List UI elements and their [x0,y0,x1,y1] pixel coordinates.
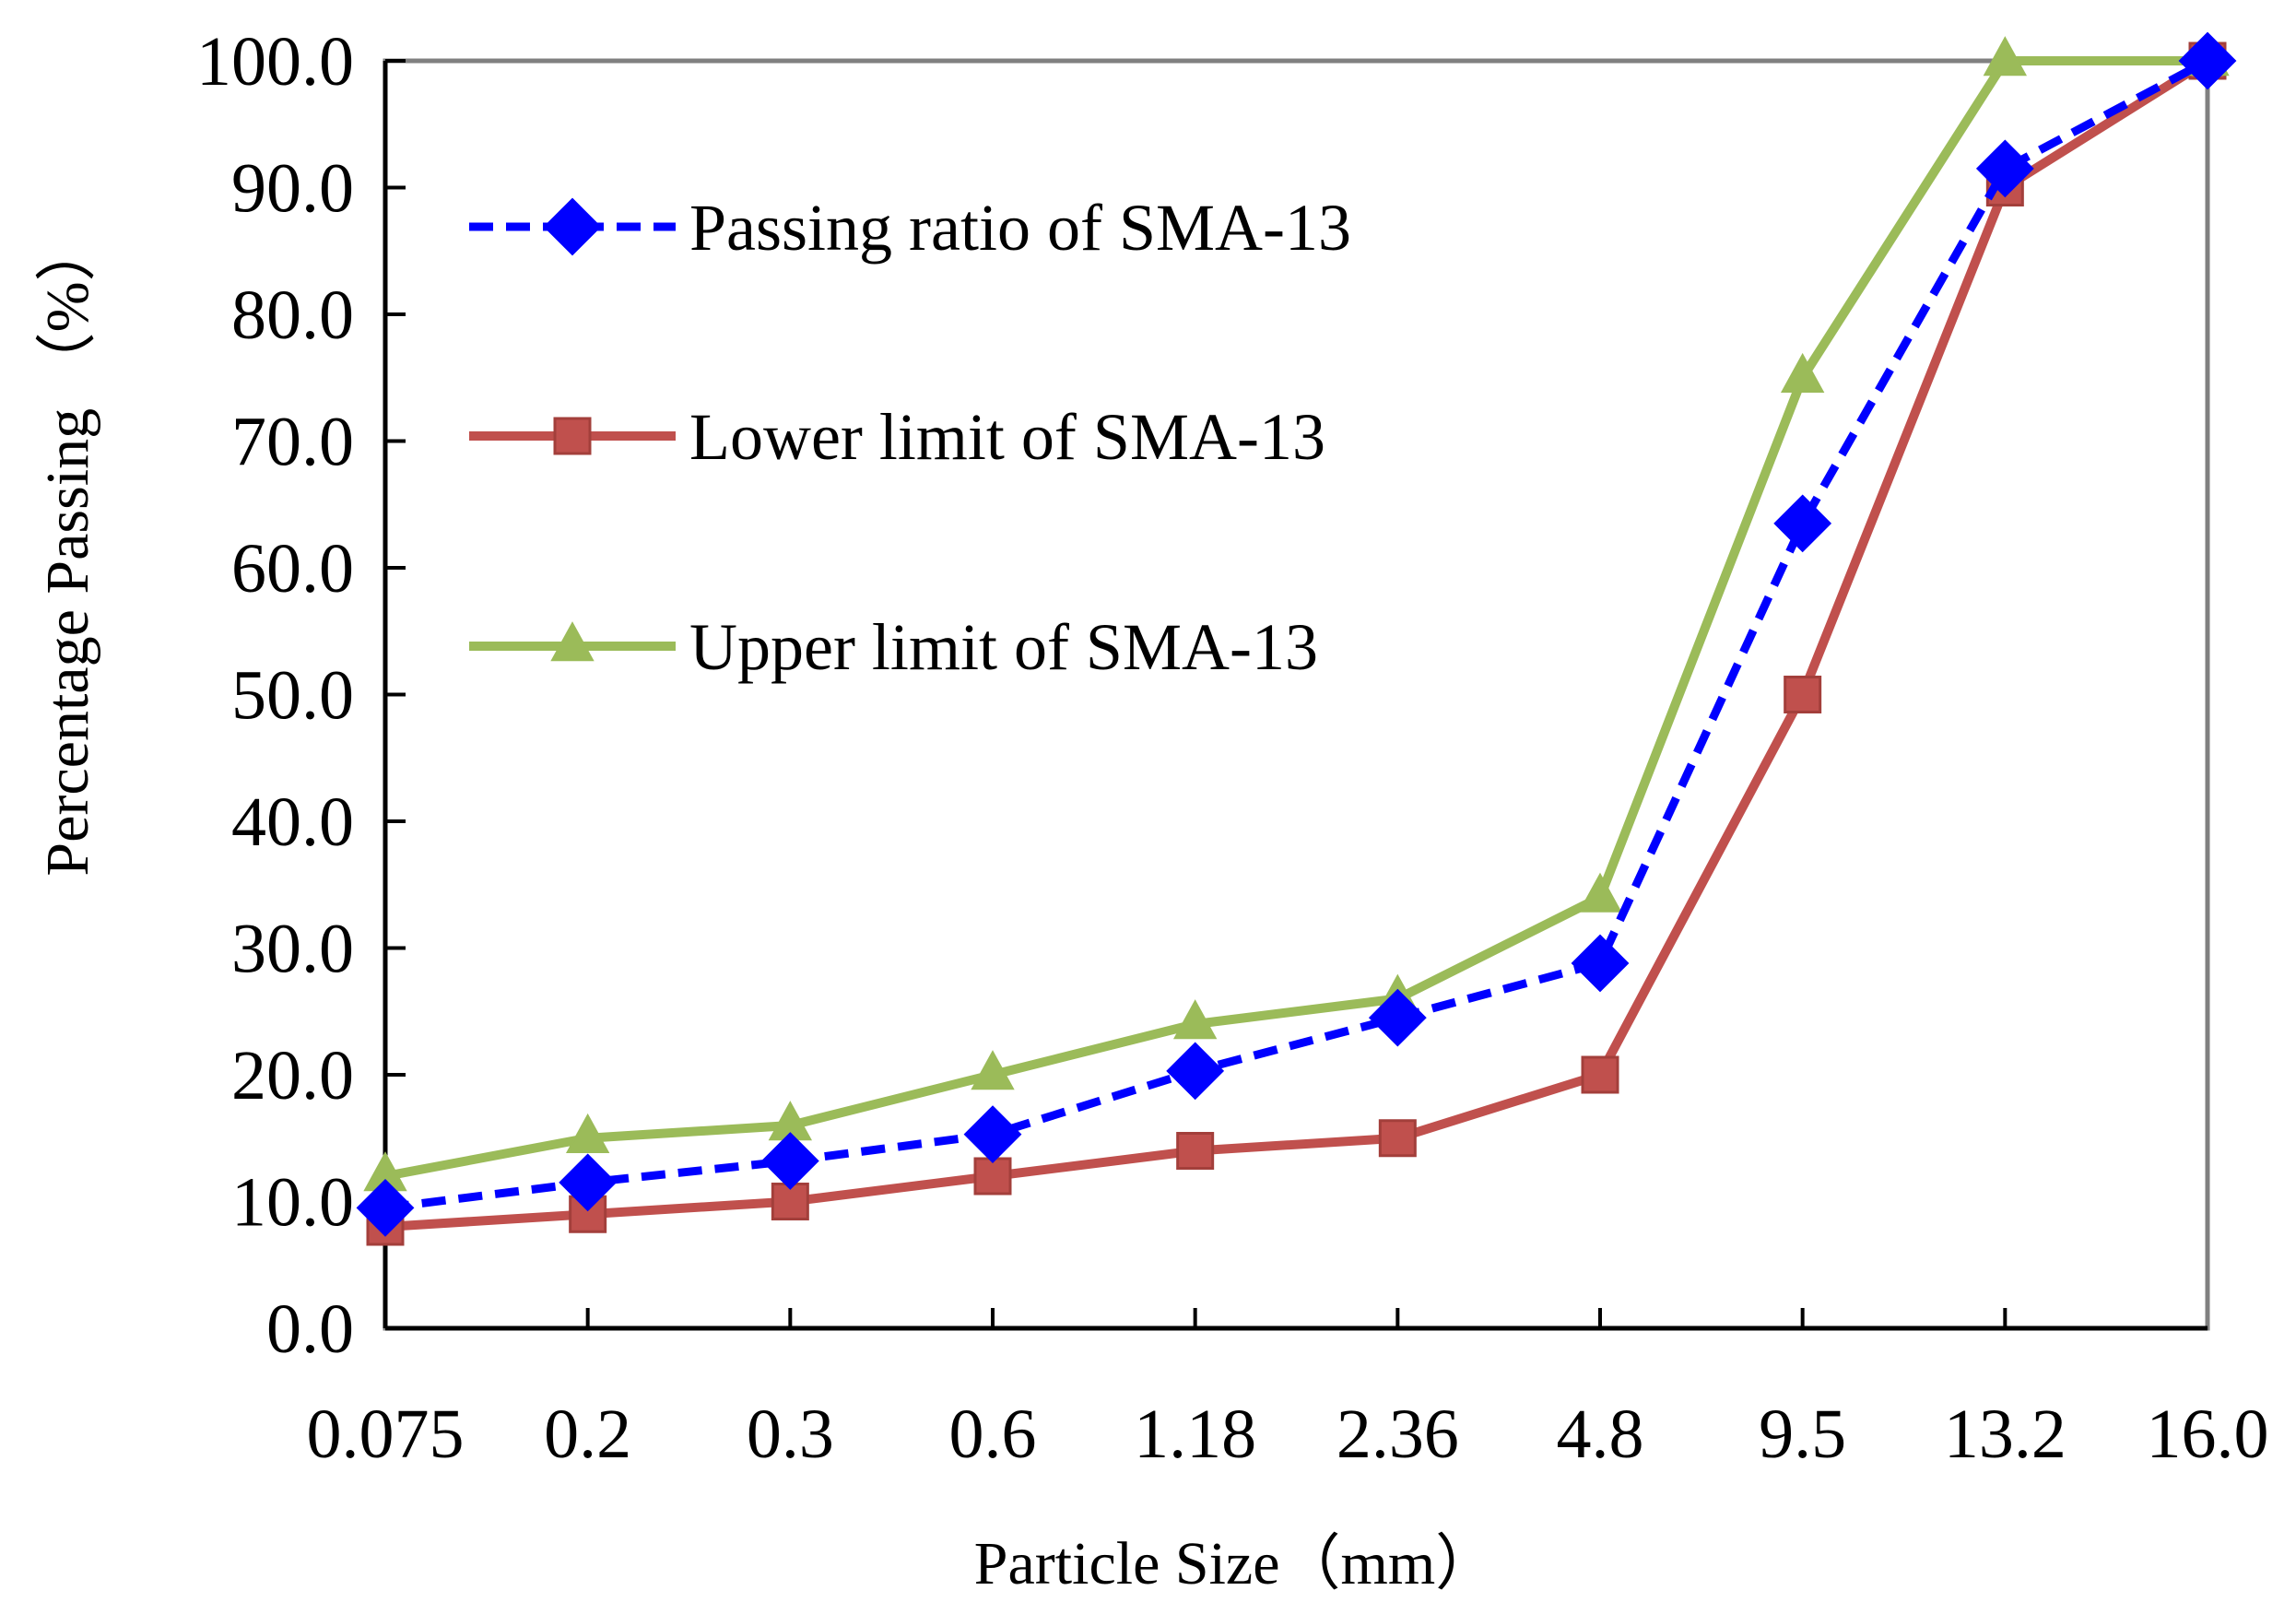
x-tick-label: 0.6 [949,1396,1037,1473]
legend-swatch-marker [543,197,602,256]
passing-ratio-point [1571,934,1630,993]
x-axis-title: Particle Size（mm） [974,1530,1496,1597]
y-tick-label: 70.0 [231,404,354,481]
x-tick-label: 9.5 [1759,1396,1846,1473]
series-line-upper-limit [384,56,2208,1181]
upper-limit-point [971,1050,1015,1090]
passing-ratio-point [963,1105,1022,1164]
y-tick-label: 50.0 [231,657,354,735]
x-tick-label: 13.2 [1944,1396,2066,1473]
passing-ratio-point [1166,1042,1225,1101]
lower-limit-point [1176,1132,1215,1170]
legend-label: Upper limit of SMA-13 [689,610,1318,684]
legend-item-upper-limit: Upper limit of SMA-13 [469,610,1318,684]
y-tick-label: 10.0 [231,1164,354,1242]
y-tick-label: 100.0 [196,23,354,100]
passing-ratio-point [2178,31,2237,90]
y-tick-label: 80.0 [231,277,354,354]
passing-ratio-point [1368,988,1427,1047]
series-passing-ratio [356,31,2237,1237]
lower-limit-point [1581,1055,1619,1094]
upper-limit-point [1578,872,1622,913]
upper-limit-point [1780,352,1825,393]
x-tick-label: 0.3 [747,1396,834,1473]
upper-limit-point [1983,36,2028,77]
lower-limit-point [1784,676,1822,713]
legend-item-passing-ratio: Passing ratio of SMA-13 [469,191,1351,265]
y-tick-label: 0.0 [266,1290,354,1368]
x-tick-label: 2.36 [1336,1396,1459,1473]
x-tick-label: 0.2 [544,1396,631,1473]
y-tick-label: 60.0 [231,530,354,607]
legend: Passing ratio of SMA-13 Lower limit of SM… [469,191,1351,684]
passing-ratio-point [1975,139,2034,198]
y-tick-label: 90.0 [231,150,354,228]
series-layer [356,31,2237,1246]
legend-label: Lower limit of SMA-13 [689,400,1325,474]
passing-ratio-point [559,1153,618,1212]
y-tick-label: 30.0 [231,911,354,988]
x-tick-label: 16.0 [2147,1396,2269,1473]
upper-limit-point [1172,999,1218,1040]
x-tick-label: 4.8 [1557,1396,1644,1473]
x-tick-label: 0.075 [307,1396,465,1473]
y-tick-label: 20.0 [231,1037,354,1114]
axes: 0.0 10.0 20.0 30.0 40.0 50.0 60.0 70.0 80.0 90.0 1… [196,23,2269,1473]
passing-ratio-point [356,1178,415,1237]
lower-limit-point [1378,1119,1417,1158]
series-line-lower-limit [384,56,2210,1231]
legend-label: Passing ratio of SMA-13 [689,191,1351,265]
y-tick-label: 40.0 [231,783,354,861]
passing-ratio-point [1773,494,1832,553]
legend-swatch-marker [550,621,595,662]
upper-limit-point [565,1113,610,1153]
legend-swatch-marker [553,417,592,455]
y-axis-title: Percentage Passing （%） [34,220,101,876]
series-line-passing-ratio [384,57,2210,1212]
x-tick-label: 1.18 [1134,1396,1256,1473]
lower-limit-point [973,1157,1012,1196]
passing-ratio-point [760,1132,819,1190]
legend-item-lower-limit: Lower limit of SMA-13 [469,400,1325,474]
